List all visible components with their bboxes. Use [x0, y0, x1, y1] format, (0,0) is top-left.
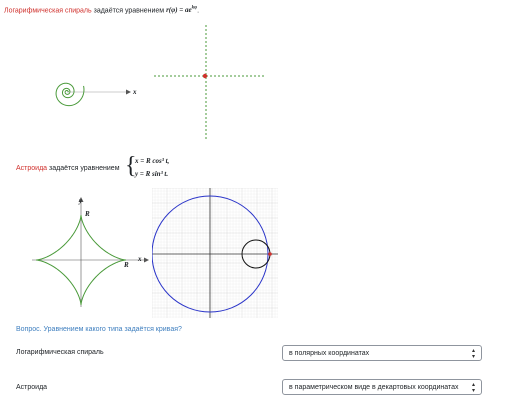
origin-point	[202, 73, 208, 79]
select-spiral-type[interactable]: в полярных координатах ▴ ▾	[282, 345, 482, 361]
row-label-astroid: Астроида	[16, 384, 48, 391]
astroid-curve	[36, 215, 126, 305]
astroid-r-right-label: R	[124, 261, 129, 269]
astroid-eq-1: x = R cos³ t,	[135, 157, 170, 165]
rolling-point	[268, 252, 272, 256]
select-spiral-value: в полярных координатах	[289, 350, 370, 357]
spiral-axis-label: x	[133, 88, 137, 96]
astroid-definition: Астроида задаётся уравнением	[16, 164, 120, 173]
astroid-eq-2: y = R sin³ t.	[135, 170, 169, 178]
spiral-definition: Логарифмическая спираль задаётся уравнен…	[4, 6, 200, 15]
astroid-r-top-label: R	[85, 210, 90, 218]
system-brace: {	[125, 153, 137, 179]
astroid-y-label: y	[79, 197, 83, 205]
astroid-text: задаётся уравнением	[47, 165, 120, 172]
astroid-term: Астроида	[16, 165, 48, 172]
astroid-x-label: x	[138, 255, 142, 263]
astroid-figure	[32, 197, 149, 307]
spiral-figure	[55, 82, 131, 107]
up-down-arrows-icon: ▴ ▾	[471, 382, 475, 394]
astroid-x-arrow	[144, 257, 149, 263]
spiral-formula: r(φ) = aekφ	[166, 6, 198, 15]
spiral-curve	[55, 82, 85, 107]
grid-lines	[152, 188, 278, 318]
question-text: Вопрос. Уравнением какого типа задаётся …	[16, 326, 182, 333]
select-astroid-value: в параметрическом виде в декартовых коор…	[289, 384, 459, 391]
cross-figure	[154, 25, 264, 140]
circle-grid-figure	[152, 188, 278, 318]
astroid-y-arrow	[78, 197, 84, 202]
spiral-term: Логарифмическая спираль	[4, 7, 92, 15]
up-down-arrows-icon: ▴ ▾	[471, 348, 475, 360]
row-label-spiral: Логарифмическая спираль	[16, 349, 104, 356]
spiral-text: задаётся уравнением	[91, 7, 167, 15]
spiral-axis-arrow	[126, 89, 131, 95]
large-circle	[152, 195, 269, 313]
select-astroid-type[interactable]: в параметрическом виде в декартовых коор…	[282, 379, 482, 395]
